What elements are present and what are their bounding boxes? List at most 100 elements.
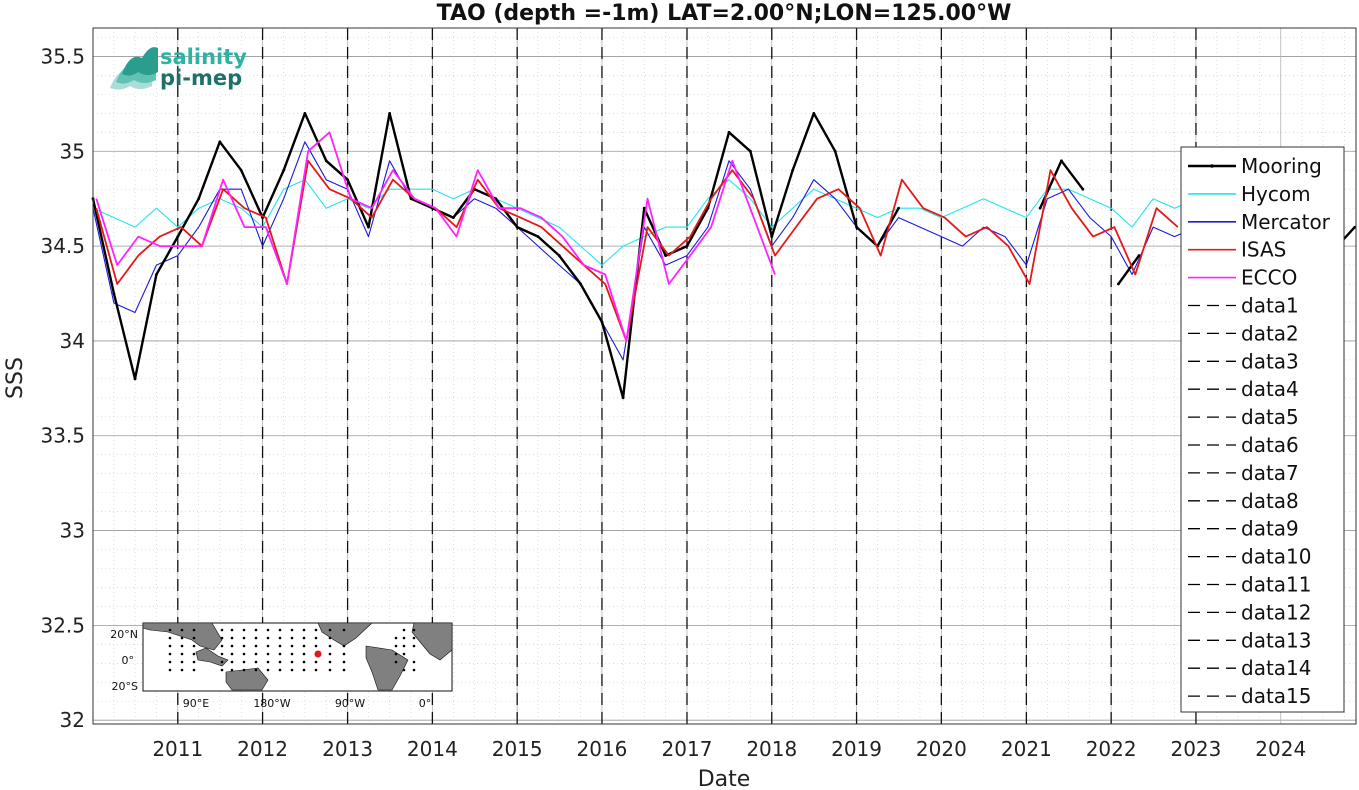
inset-mooring-dot: [290, 636, 294, 640]
inset-mooring-dot: [290, 644, 294, 648]
logo-line2: pi-mep: [160, 66, 242, 90]
inset-mooring-dot: [278, 668, 282, 672]
x-tick-labels: 2011 2012 2013 2014 2015 2016 2017 2018 2019 2020…: [152, 737, 1306, 761]
series-point-mooring: [112, 292, 116, 295]
inset-mooring-dot: [290, 668, 294, 672]
inset-mooring-dot: [230, 644, 234, 648]
inset-mooring-dot: [328, 636, 332, 640]
inset-mooring-dot: [230, 652, 234, 656]
legend-box: [1180, 146, 1345, 713]
inset-mooring-dot: [220, 636, 224, 640]
inset-mooring-dot: [220, 652, 224, 656]
inset-lat-label-20n: 20°N: [110, 628, 138, 641]
inset-mooring-dot: [242, 636, 246, 640]
x-axis-label: Date: [698, 767, 751, 790]
inset-mooring-dot: [220, 668, 224, 672]
inset-mooring-dot: [230, 660, 234, 664]
x-tick-label: 2020: [916, 737, 967, 761]
x-tick-label: 2017: [662, 737, 713, 761]
inset-mooring-dot: [192, 668, 196, 672]
x-tick-label: 2014: [407, 737, 458, 761]
inset-mooring-dot: [266, 644, 270, 648]
inset-mooring-dot: [290, 660, 294, 664]
inset-mooring-dot: [168, 668, 172, 672]
inset-selected-mooring-marker: [314, 650, 322, 658]
inset-mooring-dot: [412, 668, 416, 672]
series-point-mooring: [812, 111, 816, 115]
inset-mooring-dot: [314, 628, 318, 632]
inset-mooring-dot: [180, 660, 184, 664]
inset-mooring-dot: [402, 668, 406, 672]
legend-label: data8: [1241, 489, 1299, 513]
inset-mooring-dot: [266, 668, 270, 672]
series-point-mooring: [451, 216, 455, 220]
inset-mooring-dot: [394, 644, 398, 648]
inset-mooring-dot: [302, 636, 306, 640]
series-point-mooring: [197, 197, 201, 201]
legend-label: data5: [1241, 405, 1299, 429]
x-tick-label: 2024: [1255, 737, 1306, 761]
inset-mooring-dot: [254, 644, 258, 648]
series-point-mooring: [346, 178, 349, 182]
x-tick-label: 2021: [1001, 737, 1052, 761]
inset-landmasses: [142, 622, 453, 691]
inset-mooring-dot: [180, 652, 184, 656]
inset-mooring-dots: [168, 628, 416, 672]
series-point-mooring: [727, 130, 731, 134]
inset-mooring-dot: [328, 644, 332, 648]
inset-mooring-dot: [412, 636, 416, 640]
series-point-mooring: [409, 197, 413, 201]
x-tick-label: 2013: [322, 737, 373, 761]
y-tick-label: 34: [60, 329, 85, 353]
inset-mooring-dot: [278, 628, 282, 632]
legend-label: data9: [1241, 517, 1299, 541]
series-point-mooring: [600, 320, 604, 324]
series-point-mooring: [1137, 254, 1141, 257]
inset-mooring-dot: [168, 636, 172, 640]
inset-lon-label-180w: 180°W: [253, 697, 290, 710]
x-tick-label: 2016: [577, 737, 628, 761]
y-tick-labels: 32 32.5 33 33.5 34 34.5 35 35.5: [40, 44, 85, 732]
series-line-isas: [95, 159, 1179, 342]
inset-mooring-dot: [180, 644, 184, 648]
inset-mooring-dot: [254, 652, 258, 656]
inset-mooring-dot: [192, 628, 196, 632]
series-point-mooring: [155, 273, 158, 276]
inset-mooring-dot: [402, 644, 406, 648]
logo-line1: salinity: [160, 45, 247, 69]
legend-label: data12: [1241, 600, 1312, 624]
x-tick-label: 2012: [237, 737, 288, 761]
series-point-mooring: [367, 225, 370, 229]
inset-mooring-dot: [342, 644, 346, 648]
series-point-mooring: [1060, 159, 1063, 163]
series-point-mooring: [176, 235, 180, 239]
inset-mooring-dot: [328, 628, 332, 632]
inset-mooring-dot: [254, 636, 258, 640]
x-tick-label: 2022: [1086, 737, 1137, 761]
legend-label: data14: [1241, 656, 1312, 680]
inset-mooring-dot: [328, 652, 332, 656]
series-point-mooring: [642, 206, 646, 210]
series-point-mooring: [833, 149, 837, 153]
series-point-mooring: [218, 140, 222, 144]
series-point-mooring: [664, 254, 668, 257]
inset-lon-label-90e: 90°E: [183, 697, 209, 710]
inset-mooring-dot: [242, 652, 246, 656]
inset-mooring-dot: [302, 660, 306, 664]
chart-title: TAO (depth =-1m) LAT=2.00°N;LON=125.00°W: [437, 1, 1012, 26]
series-point-mooring: [791, 168, 795, 172]
inset-lon-label-0: 0°: [419, 697, 432, 710]
series-point-mooring: [1116, 282, 1120, 286]
inset-mooring-dot: [394, 652, 398, 656]
series-point-mooring: [579, 282, 582, 286]
inset-mooring-dot: [302, 644, 306, 648]
inset-mooring-dot: [402, 628, 406, 632]
inset-mooring-dot: [266, 636, 270, 640]
legend-label: Hycom: [1241, 182, 1311, 206]
inset-mooring-dot: [180, 628, 184, 632]
legend-label: data7: [1241, 461, 1299, 485]
inset-mooring-dot: [168, 652, 172, 656]
series-layer: [91, 111, 1357, 400]
y-tick-label: 32.5: [40, 613, 85, 637]
series-point-mooring: [1081, 187, 1085, 191]
